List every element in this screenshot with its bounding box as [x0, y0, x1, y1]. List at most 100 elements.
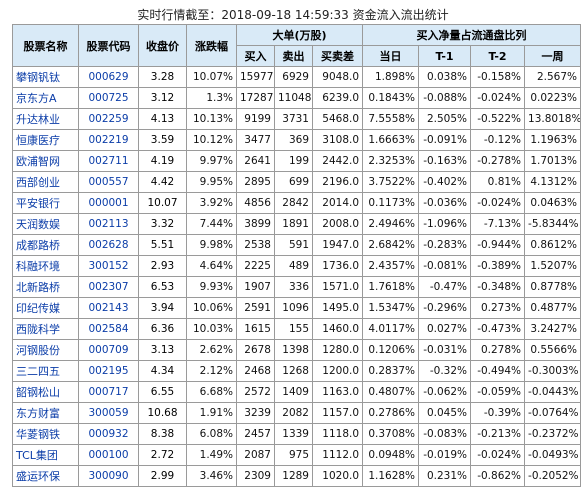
ratio-t1: 2.505% — [418, 108, 472, 130]
stock-name-link[interactable]: 欧浦智网 — [12, 150, 79, 172]
ratio-t2: 0.278% — [470, 339, 526, 361]
sell-volume: 699 — [274, 171, 313, 193]
close-price: 2.99 — [138, 465, 187, 487]
stock-code-link[interactable]: 002584 — [78, 318, 139, 340]
net-volume: 1495.0 — [311, 297, 364, 319]
ratio-week: -0.3003% — [524, 360, 582, 382]
header-code[interactable]: 股票代码 — [78, 24, 139, 67]
stock-code-link[interactable]: 002628 — [78, 234, 139, 256]
close-price: 3.59 — [138, 129, 187, 151]
stock-name-link[interactable]: 京东方A — [12, 87, 79, 109]
stock-code-link[interactable]: 300152 — [78, 255, 139, 277]
ratio-t1: 0.038% — [418, 66, 472, 88]
close-price: 3.94 — [138, 297, 187, 319]
header-close[interactable]: 收盘价 — [138, 24, 187, 67]
ratio-t1: -0.031% — [418, 339, 472, 361]
stock-name-link[interactable]: 平安银行 — [12, 192, 79, 214]
buy-volume: 2678 — [236, 339, 275, 361]
table-row: TCL集团 000100 2.72 1.49% 2087 975 1112.0 0.0948%… — [12, 444, 582, 466]
stock-name-link[interactable]: 盛运环保 — [12, 465, 79, 487]
stock-name-link[interactable]: 东方财富 — [12, 402, 79, 424]
header-change[interactable]: 涨跌幅 — [186, 24, 237, 67]
table-row: 华菱钢铁 000932 8.38 6.08% 2457 1339 1118.0 0.3708%… — [12, 423, 582, 445]
stock-name-link[interactable]: 华菱钢铁 — [12, 423, 79, 445]
stock-name-link[interactable]: 成都路桥 — [12, 234, 79, 256]
stock-name-link[interactable]: 西陇科学 — [12, 318, 79, 340]
header-today[interactable]: 当日 — [362, 45, 420, 67]
stock-name-link[interactable]: 三二四五 — [12, 360, 79, 382]
stock-code-link[interactable]: 000709 — [78, 339, 139, 361]
stock-name-link[interactable]: 河钢股份 — [12, 339, 79, 361]
header-name[interactable]: 股票名称 — [12, 24, 79, 67]
ratio-t1: -1.096% — [418, 213, 472, 235]
stock-code-link[interactable]: 000932 — [78, 423, 139, 445]
stock-code-link[interactable]: 300059 — [78, 402, 139, 424]
ratio-today: 1.5347% — [362, 297, 420, 319]
ratio-t2: -0.522% — [470, 108, 526, 130]
ratio-week: -0.0443% — [524, 381, 582, 403]
stock-name-link[interactable]: 韶钢松山 — [12, 381, 79, 403]
ratio-t2: -0.862% — [470, 465, 526, 487]
stock-name-link[interactable]: 印纪传媒 — [12, 297, 79, 319]
header-sell[interactable]: 卖出 — [274, 45, 313, 67]
stock-name-link[interactable]: TCL集团 — [12, 444, 79, 466]
ratio-week: 1.1963% — [524, 129, 582, 151]
header-week[interactable]: 一周 — [524, 45, 582, 67]
ratio-t2: -0.059% — [470, 381, 526, 403]
stock-code-link[interactable]: 002307 — [78, 276, 139, 298]
ratio-t2: -0.024% — [470, 87, 526, 109]
header-buy[interactable]: 买入 — [236, 45, 275, 67]
ratio-week: 0.8612% — [524, 234, 582, 256]
stock-code-link[interactable]: 000725 — [78, 87, 139, 109]
ratio-t2: -0.024% — [470, 444, 526, 466]
net-volume: 1157.0 — [311, 402, 364, 424]
table-row: 印纪传媒 002143 3.94 10.06% 2591 1096 1495.0 1.5347… — [12, 297, 582, 319]
buy-volume: 15977 — [236, 66, 275, 88]
ratio-t2: -0.944% — [470, 234, 526, 256]
stock-name-link[interactable]: 升达林业 — [12, 108, 79, 130]
ratio-today: 7.5558% — [362, 108, 420, 130]
table-row: 欧浦智网 002711 4.19 9.97% 2641 199 2442.0 2.3253% -… — [12, 150, 582, 172]
header-net[interactable]: 买卖差 — [311, 45, 364, 67]
net-volume: 1571.0 — [311, 276, 364, 298]
net-volume: 3108.0 — [311, 129, 364, 151]
buy-volume: 3239 — [236, 402, 275, 424]
stock-name-link[interactable]: 科融环境 — [12, 255, 79, 277]
stock-code-link[interactable]: 002711 — [78, 150, 139, 172]
header-t2[interactable]: T-2 — [470, 45, 526, 67]
stock-code-link[interactable]: 000717 — [78, 381, 139, 403]
buy-volume: 2225 — [236, 255, 275, 277]
stock-code-link[interactable]: 002143 — [78, 297, 139, 319]
stock-name-link[interactable]: 北新路桥 — [12, 276, 79, 298]
net-volume: 1020.0 — [311, 465, 364, 487]
ratio-today: 0.3708% — [362, 423, 420, 445]
stock-code-link[interactable]: 300090 — [78, 465, 139, 487]
ratio-t1: -0.283% — [418, 234, 472, 256]
header-t1[interactable]: T-1 — [418, 45, 472, 67]
stock-code-link[interactable]: 002195 — [78, 360, 139, 382]
stock-name-link[interactable]: 西部创业 — [12, 171, 79, 193]
stock-name-link[interactable]: 恒康医疗 — [12, 129, 79, 151]
ratio-t1: -0.296% — [418, 297, 472, 319]
stock-name-link[interactable]: 天润数娱 — [12, 213, 79, 235]
stock-name-link[interactable]: 攀钢钒钛 — [12, 66, 79, 88]
table-row: 天润数娱 002113 3.32 7.44% 3899 1891 2008.0 2.4946%… — [12, 213, 582, 235]
sell-volume: 1289 — [274, 465, 313, 487]
ratio-t1: 0.027% — [418, 318, 472, 340]
net-volume: 1163.0 — [311, 381, 364, 403]
change-pct: 7.44% — [186, 213, 237, 235]
ratio-today: 0.0948% — [362, 444, 420, 466]
sell-volume: 6929 — [274, 66, 313, 88]
change-pct: 9.93% — [186, 276, 237, 298]
stock-code-link[interactable]: 000100 — [78, 444, 139, 466]
ratio-t2: -0.39% — [470, 402, 526, 424]
stock-code-link[interactable]: 000557 — [78, 171, 139, 193]
stock-code-link[interactable]: 002259 — [78, 108, 139, 130]
stock-code-link[interactable]: 000001 — [78, 192, 139, 214]
stock-code-link[interactable]: 000629 — [78, 66, 139, 88]
stock-code-link[interactable]: 002113 — [78, 213, 139, 235]
ratio-today: 0.1173% — [362, 192, 420, 214]
stock-code-link[interactable]: 002219 — [78, 129, 139, 151]
buy-volume: 2895 — [236, 171, 275, 193]
ratio-week: 13.8018% — [524, 108, 582, 130]
